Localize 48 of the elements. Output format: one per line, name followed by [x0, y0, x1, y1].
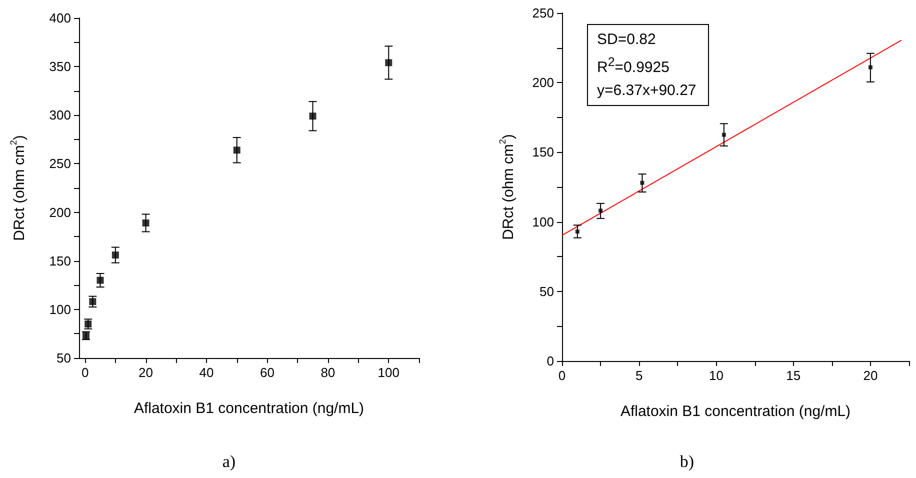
- annotation: y=6.37x+90.27: [597, 81, 696, 101]
- y-tick-label: 100: [532, 214, 554, 230]
- y-tick-label: 300: [49, 108, 71, 123]
- x-tick-label: 40: [199, 365, 214, 380]
- y-axis-title: DRct (ohm cm2): [498, 134, 517, 240]
- point: [598, 208, 603, 213]
- text-box: SD=0.82 R$^{2}$=0.9925 y=6.37x+90.27: [587, 24, 710, 106]
- x-tick-label: 0: [81, 365, 89, 380]
- x-axis-title: Aflatoxin B1 concentration (ng/mL): [620, 403, 851, 420]
- text: a): [222, 452, 236, 471]
- point: [722, 132, 726, 137]
- y-tick-label: 150: [532, 144, 554, 160]
- y-tick-label: 50: [56, 350, 71, 366]
- point: [233, 146, 240, 154]
- x-tick-label: 20: [138, 365, 154, 380]
- point: [142, 219, 150, 226]
- y-tick-label: 100: [49, 302, 71, 317]
- x-tick-label: 100: [378, 365, 400, 380]
- x-tick-label: 15: [786, 368, 801, 383]
- text: b): [680, 452, 694, 471]
- point: [96, 276, 104, 284]
- x-tick-label: 20: [863, 368, 878, 383]
- y-tick-label: 150: [49, 253, 71, 268]
- x-tick-label: 60: [260, 365, 274, 380]
- annotation: SD=0.82: [597, 30, 657, 50]
- y-tick-label: 400: [49, 10, 71, 26]
- y-tick-label: 350: [49, 59, 71, 74]
- point: [89, 298, 96, 306]
- y-tick-label: 250: [532, 6, 554, 20]
- x-axis-title: Aflatoxin B1 concentration (ng/mL): [134, 400, 364, 417]
- x-tick-label: 0: [558, 368, 566, 383]
- point: [868, 65, 872, 70]
- point: [640, 180, 644, 185]
- y-tick-label: 0: [546, 354, 554, 368]
- y-tick-label: 200: [532, 75, 554, 90]
- annotation: R$^{2}$=0.9925: [597, 54, 670, 78]
- y-tick-label: 50: [540, 284, 554, 299]
- x-tick-label: 80: [320, 365, 336, 380]
- point: [112, 252, 119, 259]
- y-tick-label: 200: [49, 204, 71, 220]
- point: [575, 230, 580, 234]
- point: [84, 320, 92, 328]
- x-tick-label: 5: [635, 368, 643, 383]
- y-tick-label: 250: [49, 156, 71, 172]
- point: [309, 112, 316, 120]
- y-axis-title: DRct (ohm cm2): [8, 135, 28, 241]
- x-tick-label: 10: [708, 368, 724, 383]
- point: [385, 59, 392, 66]
